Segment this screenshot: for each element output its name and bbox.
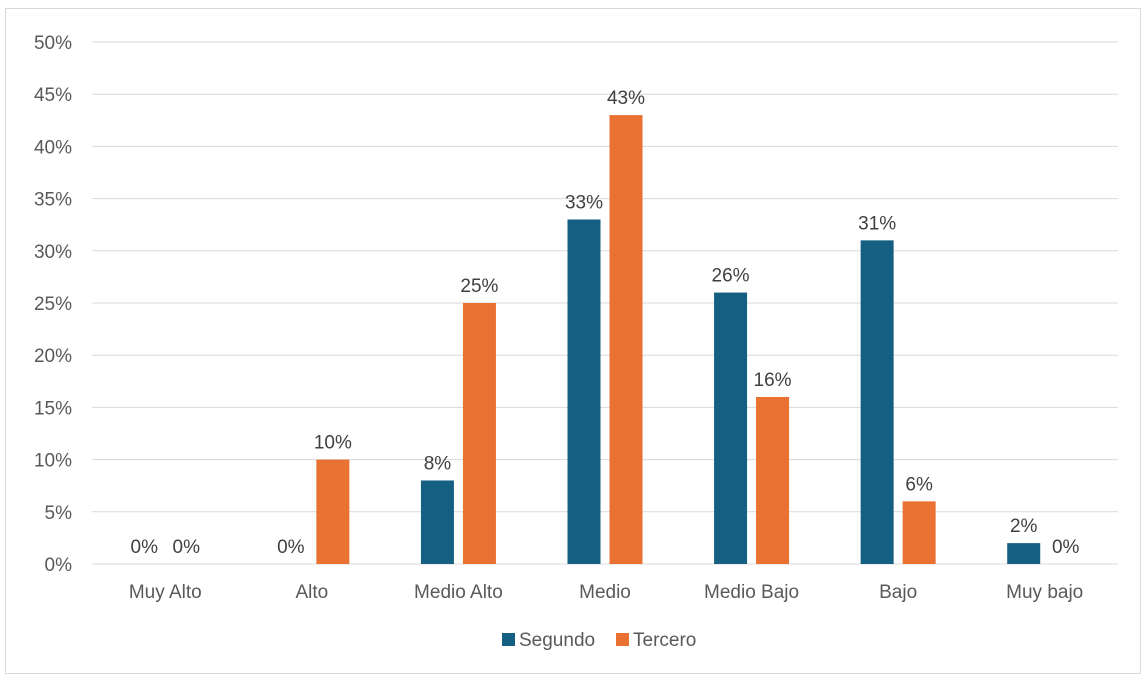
x-axis-categories: Muy Alto Alto Medio Alto Medio Medio Bajo Baj…	[129, 582, 1083, 603]
x-category-label: Medio Bajo	[704, 582, 799, 603]
bar-segundo	[1007, 543, 1041, 564]
data-label: 26%	[712, 266, 750, 287]
x-category-label: Medio Alto	[414, 582, 503, 603]
bar-segundo	[714, 292, 748, 564]
bar-segundo	[420, 480, 454, 564]
bar-tercero	[609, 115, 643, 564]
y-tick-label: 5%	[45, 503, 73, 524]
x-category-label: Alto	[295, 582, 328, 603]
x-category-label: Medio	[579, 582, 631, 603]
y-tick-label: 45%	[34, 85, 72, 106]
y-axis-ticks: 0% 5% 10% 15% 20% 25% 30% 35% 40% 45% 50%	[34, 33, 72, 576]
y-tick-label: 30%	[34, 242, 72, 263]
y-tick-label: 25%	[34, 294, 72, 315]
data-label: 10%	[314, 433, 352, 454]
x-category-label: Bajo	[879, 582, 917, 603]
data-label: 33%	[565, 192, 603, 213]
data-label: 31%	[858, 213, 896, 234]
bar-tercero	[902, 501, 936, 564]
data-label: 6%	[905, 474, 933, 495]
y-tick-label: 20%	[34, 346, 72, 367]
y-tick-label: 0%	[45, 555, 73, 576]
data-label: 2%	[1010, 516, 1038, 537]
data-label: 43%	[607, 88, 645, 109]
gridlines	[92, 41, 1118, 565]
y-tick-label: 35%	[34, 190, 72, 211]
legend-label-segundo: Segundo	[519, 630, 595, 651]
y-tick-label: 40%	[34, 137, 72, 158]
legend: Segundo Tercero	[502, 630, 696, 651]
x-category-label: Muy bajo	[1006, 582, 1083, 603]
data-label: 16%	[754, 370, 792, 391]
bar-segundo	[567, 219, 601, 565]
y-tick-label: 15%	[34, 398, 72, 419]
data-label: 0%	[277, 537, 305, 558]
bar-tercero	[756, 396, 790, 564]
legend-swatch-segundo	[502, 633, 515, 646]
data-labels: 0% 0% 0% 10% 8% 25% 33% 43% 26% 16% 31% 6% 2% 0%	[131, 88, 1080, 558]
data-label: 8%	[424, 453, 452, 474]
bar-segundo	[860, 240, 894, 565]
bar-tercero	[462, 303, 496, 564]
data-label: 0%	[1052, 537, 1080, 558]
legend-swatch-tercero	[616, 633, 629, 646]
y-tick-label: 50%	[34, 33, 72, 54]
data-label: 25%	[460, 276, 498, 297]
y-tick-label: 10%	[34, 451, 72, 472]
data-label: 0%	[131, 537, 159, 558]
legend-label-tercero: Tercero	[633, 630, 696, 651]
data-label: 0%	[173, 537, 201, 558]
x-category-label: Muy Alto	[129, 582, 202, 603]
bars	[316, 115, 1041, 565]
bar-tercero	[316, 459, 350, 564]
